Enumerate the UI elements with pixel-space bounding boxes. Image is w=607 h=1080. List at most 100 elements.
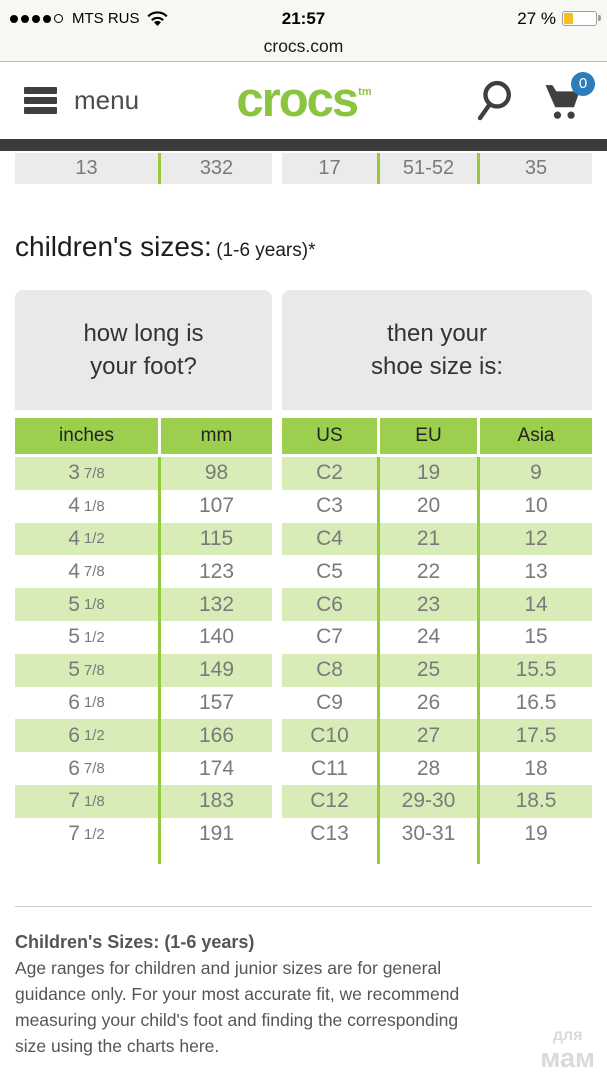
table-cell: 4 7/8 (68, 559, 105, 583)
footnote: Children's Sizes: (1-6 years) Age ranges… (15, 929, 485, 1059)
table-cell: mm (158, 418, 272, 454)
chart-panels: how long is your foot? then your shoe si… (0, 290, 607, 410)
table-cell: 107 (158, 489, 272, 523)
partial-row: 13 332 (15, 153, 272, 184)
table-cell: 23 (377, 588, 477, 621)
table-cell: 29-30 (377, 784, 477, 818)
hamburger-icon (24, 87, 57, 114)
carrier-label: MTS RUS (72, 10, 140, 27)
size-row: 4 1/8 107 (15, 489, 272, 523)
size-row: C12 29-30 18.5 (282, 784, 592, 818)
size-row: 6 7/8 174 (15, 752, 272, 785)
table-cell: 157 (158, 686, 272, 720)
cart-button[interactable]: 0 (541, 71, 595, 121)
header-row: US EU Asia (282, 418, 592, 454)
search-button[interactable] (475, 80, 513, 122)
table-cell: 18.5 (477, 784, 592, 818)
table-cell: 19 (477, 817, 592, 851)
table-tail (282, 850, 592, 864)
site-header: menu crocstm 0 (0, 62, 607, 139)
table-cell: 19 (377, 457, 477, 490)
table-cell: 183 (158, 784, 272, 818)
table-cell: 4 1/8 (68, 494, 105, 518)
table-cell: 7 1/8 (15, 784, 158, 818)
table-cell (377, 850, 477, 864)
table-cell: 5 1/2 (68, 625, 105, 649)
page-title: children's sizes: (1-6 years)* (15, 231, 607, 263)
menu-label: menu (74, 85, 140, 115)
header-row: inches mm (15, 418, 272, 454)
size-row: 5 7/8 149 (15, 653, 272, 687)
menu-button[interactable]: menu (24, 85, 139, 116)
table-cell: 10 (477, 489, 592, 523)
size-row: C9 26 16.5 (282, 686, 592, 720)
table-cell: 15.5 (477, 653, 592, 687)
section-divider-bar (0, 139, 607, 151)
footnote-title: Children's Sizes: (1-6 years) (15, 931, 255, 952)
partial-adult-row: 13 332 17 51-52 35 (0, 151, 607, 184)
size-row: 5 1/8 132 (15, 588, 272, 621)
shoe-size-panel: then your shoe size is: (282, 290, 592, 410)
table-cell: 24 (377, 620, 477, 654)
size-row: C13 30-31 19 (282, 817, 592, 851)
table-cell: 6 1/8 (68, 690, 105, 714)
signal-strength-icon (10, 14, 66, 23)
table-cell: 17 (282, 153, 377, 184)
size-row: C10 27 17.5 (282, 719, 592, 753)
size-row: C3 20 10 (282, 489, 592, 523)
table-cell: 6 1/2 (15, 719, 158, 753)
size-row: C7 24 15 (282, 620, 592, 654)
table-cell: 6 7/8 (68, 756, 105, 780)
battery-icon (562, 11, 601, 26)
table-cell: 132 (158, 588, 272, 621)
table-cell: 17.5 (477, 719, 592, 753)
size-row: 5 1/2 140 (15, 620, 272, 654)
table-cell: 28 (377, 752, 477, 785)
table-cell: 191 (158, 817, 272, 851)
partial-row-left-group: 13 332 (15, 151, 272, 184)
footnote-body: Age ranges for children and junior sizes… (15, 957, 460, 1056)
foot-length-panel: how long is your foot? (15, 290, 272, 410)
address-bar[interactable]: crocs.com (263, 36, 344, 56)
battery-percent-label: 27 % (517, 8, 556, 28)
table-cell: 27 (377, 719, 477, 753)
foot-length-columns: inches mm 3 7/8 98 4 1/8 107 4 1/2 115 4 7/8 123 5 1/8 1… (15, 418, 272, 864)
size-row: 3 7/8 98 (15, 457, 272, 490)
table-cell: 12 (477, 522, 592, 556)
watermark-line1: для (552, 1027, 583, 1044)
table-cell: C2 (282, 457, 377, 490)
table-cell: 332 (158, 153, 272, 184)
table-cell: 9 (477, 457, 592, 490)
partial-row: 17 51-52 35 (282, 153, 592, 184)
table-cell: 115 (158, 522, 272, 556)
watermark-line2: мам (540, 1043, 595, 1073)
table-cell: 7 1/2 (68, 822, 105, 846)
children-sizes-title: children's sizes: (15, 231, 212, 262)
table-cell: C10 (282, 719, 377, 753)
size-row: 7 1/2 191 (15, 817, 272, 851)
table-cell: US (282, 418, 377, 454)
table-cell: 13 (477, 555, 592, 589)
table-cell: 51-52 (377, 153, 477, 184)
table-cell: 30-31 (377, 817, 477, 851)
table-cell: 16.5 (477, 686, 592, 720)
table-cell: C12 (282, 784, 377, 818)
clock-label: 21:57 (281, 8, 326, 28)
size-row: 6 1/2 166 (15, 719, 272, 753)
table-cell: C3 (316, 494, 343, 518)
status-row: MTS RUS 21:57 27 % (0, 0, 607, 34)
size-row: 4 7/8 123 (15, 555, 272, 589)
crocs-logo[interactable]: crocstm (236, 73, 372, 127)
table-cell (15, 851, 158, 864)
table-cell: 25 (377, 653, 477, 687)
table-cell: EU (377, 418, 477, 454)
table-cell: inches (15, 418, 158, 454)
search-icon (477, 80, 511, 120)
table-cell: 5 7/8 (15, 653, 158, 687)
table-cell: 20 (377, 489, 477, 523)
wifi-icon (146, 11, 168, 27)
shoe-size-columns: US EU Asia C2 19 9 C3 20 10 C4 21 12 C5 22 13 C6 23 14 C7 2… (282, 418, 592, 864)
table-cell: 26 (377, 686, 477, 720)
footnote-divider (15, 905, 592, 907)
